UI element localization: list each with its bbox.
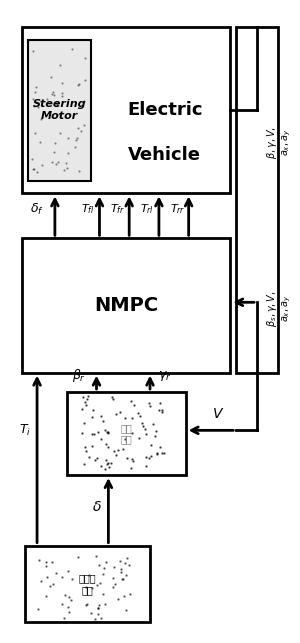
Text: $T_{rr}$: $T_{rr}$ (170, 203, 186, 216)
Text: $T_i$: $T_i$ (19, 423, 31, 438)
Bar (236, 27, 278, 373)
Bar (67, 392, 186, 475)
Bar (25, 545, 150, 622)
Text: Steering
Motor: Steering Motor (32, 100, 86, 121)
Text: $\delta_f$: $\delta_f$ (30, 202, 44, 217)
Text: 驾驶员
模型: 驾驶员 模型 (79, 573, 96, 595)
Bar (22, 27, 230, 194)
Bar (28, 40, 91, 181)
Text: $T_{fr}$: $T_{fr}$ (110, 203, 125, 216)
Text: NMPC: NMPC (94, 296, 158, 315)
Text: $\beta_s, \gamma, V,$: $\beta_s, \gamma, V,$ (265, 291, 279, 327)
Text: $T_{rl}$: $T_{rl}$ (140, 203, 154, 216)
Text: $\beta, \gamma, V,$: $\beta, \gamma, V,$ (265, 126, 279, 159)
Text: Electric: Electric (127, 101, 202, 119)
Text: $T_{fl}$: $T_{fl}$ (81, 203, 94, 216)
Text: $\beta_r$: $\beta_r$ (72, 367, 86, 385)
Text: $a_x, a_y$: $a_x, a_y$ (280, 129, 293, 156)
Text: 参考
模型: 参考 模型 (120, 422, 132, 444)
Text: $V$: $V$ (212, 407, 224, 421)
Bar (22, 239, 230, 373)
Text: Vehicle: Vehicle (128, 146, 201, 164)
Text: $a_x, a_y$: $a_x, a_y$ (280, 295, 293, 322)
Text: $\delta$: $\delta$ (92, 500, 101, 514)
Text: $\gamma_r$: $\gamma_r$ (158, 369, 172, 383)
